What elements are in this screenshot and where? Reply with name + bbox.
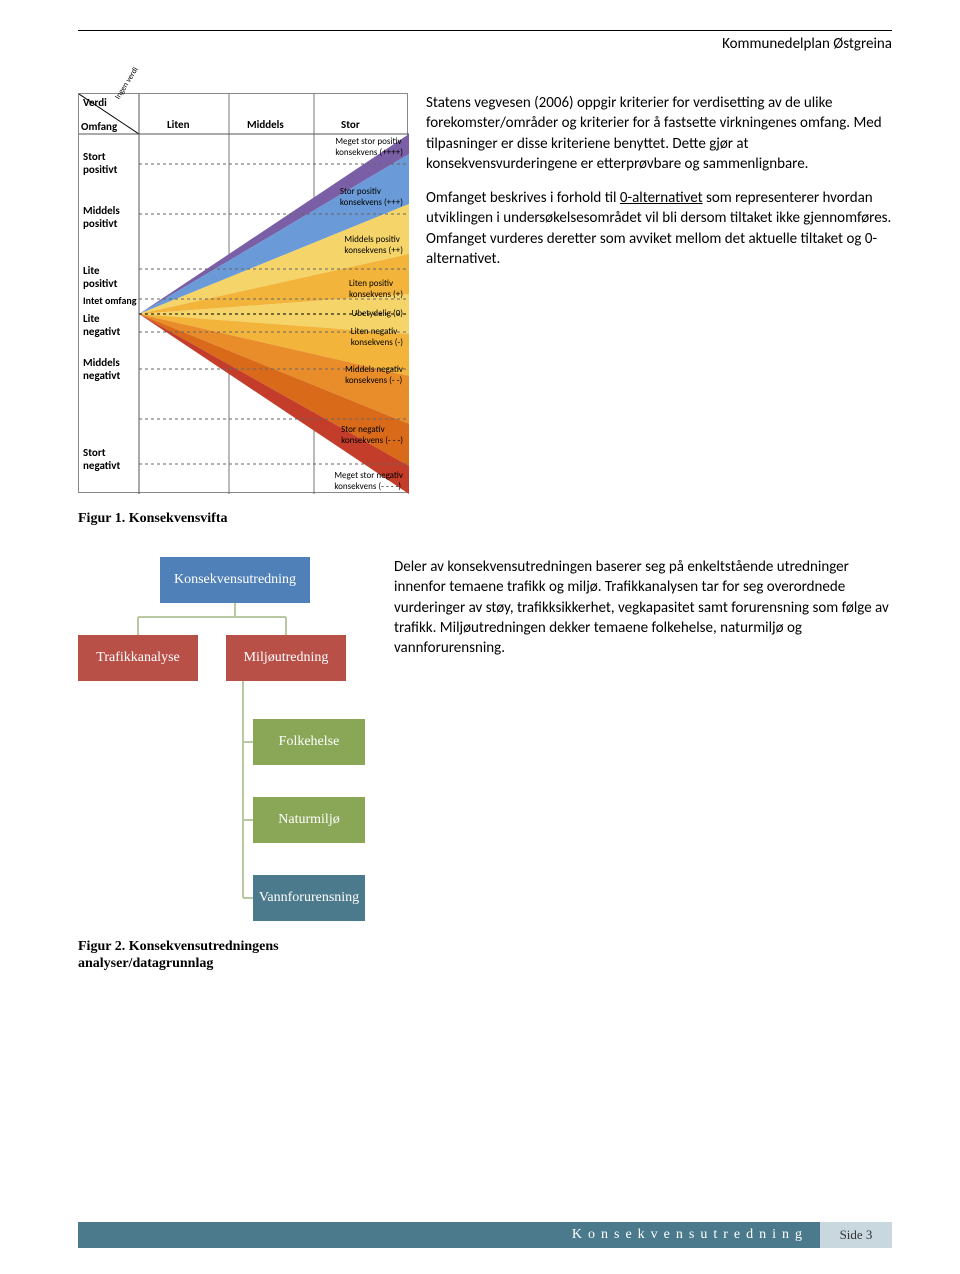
section-1: Verdi Omfang Ingen verdi Liten Middels S…	[78, 93, 892, 493]
fan-axis-x-title: Omfang	[81, 120, 117, 133]
section1-text: Statens vegvesen (2006) oppgir kriterier…	[426, 93, 892, 493]
tree-node-trafikk: Trafikkanalyse	[78, 635, 198, 681]
fan-x-label: Stor	[341, 118, 360, 131]
section-2: Konsekvensutredning Trafikkanalyse Miljøut…	[78, 557, 892, 927]
paragraph-3: Deler av konsekvensutredningen baserer s…	[394, 557, 892, 658]
fan-annotation: Stor negativ konsekvens (- - -)	[341, 424, 403, 446]
header-rule	[78, 30, 892, 31]
figure-2-caption: Figur 2. Konsekvensutredningens analyser…	[78, 939, 338, 973]
fan-y-label: Lite negativt	[83, 312, 120, 338]
footer-doc-title: Konsekvensutredning	[78, 1222, 820, 1248]
fan-annotation: Meget stor positiv konsekvens (++++)	[335, 136, 403, 158]
tree-node-vann: Vannforurensning	[253, 875, 365, 921]
fan-y-label: Middels negativt	[83, 356, 120, 382]
underlined-term: 0-alternativet	[620, 189, 703, 207]
figure-2-tree: Konsekvensutredning Trafikkanalyse Miljøut…	[78, 557, 368, 927]
fan-annotation: Stor positiv konsekvens (+++)	[340, 186, 403, 208]
fan-y-label: Stort positivt	[83, 150, 117, 176]
fan-annotation: Middels negativ konsekvens (- -)	[345, 364, 403, 386]
tree-node-root: Konsekvensutredning	[160, 557, 310, 603]
footer: Konsekvensutredning Side 3	[78, 1222, 892, 1248]
figure-1-konsekvensvifta: Verdi Omfang Ingen verdi Liten Middels S…	[78, 93, 408, 493]
tree-node-folke: Folkehelse	[253, 719, 365, 765]
tree-node-natur: Naturmiljø	[253, 797, 365, 843]
fan-y-label: Lite positivt	[83, 264, 117, 290]
header-title: Kommunedelplan Østgreina	[78, 35, 892, 53]
fan-annotation: Meget stor negativ konsekvens (- - - -)	[334, 470, 403, 492]
fan-annotation: Middels positiv konsekvens (++)	[344, 234, 403, 256]
paragraph-2: Omfanget beskrives i forhold til 0-alter…	[426, 188, 892, 269]
tree-node-miljo: Miljøutredning	[226, 635, 346, 681]
section2-text: Deler av konsekvensutredningen baserer s…	[394, 557, 892, 658]
fan-y-label: Intet omfang	[83, 294, 136, 307]
fan-annotation: Liten negativ konsekvens (-)	[351, 326, 403, 348]
paragraph-1: Statens vegvesen (2006) oppgir kriterier…	[426, 93, 892, 174]
fan-axis-y-title: Verdi	[83, 96, 107, 109]
fan-x-label: Middels	[247, 118, 284, 131]
fan-y-label: Stort negativt	[83, 446, 120, 472]
fan-y-label: Middels positivt	[83, 204, 120, 230]
figure-1-caption: Figur 1. Konsekvensvifta	[78, 511, 892, 527]
fan-annotation: Ubetydelig (0)	[351, 308, 403, 319]
footer-page-number: Side 3	[820, 1222, 892, 1248]
fan-annotation: Liten positiv konsekvens (+)	[349, 278, 403, 300]
fan-x-label: Liten	[167, 118, 189, 131]
